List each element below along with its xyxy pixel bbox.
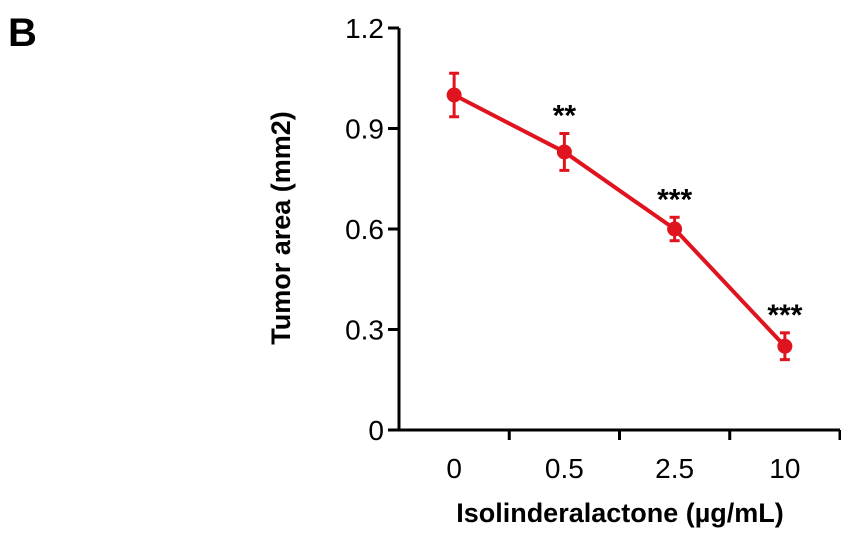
significance-label: *** xyxy=(767,299,802,332)
y-tick-label: 1.2 xyxy=(345,13,384,44)
y-tick-label: 0.3 xyxy=(345,315,384,346)
y-tick-label: 0.6 xyxy=(345,214,384,245)
x-tick-label: 2.5 xyxy=(655,453,694,484)
data-point xyxy=(556,144,572,160)
x-tick-label: 10 xyxy=(769,453,800,484)
data-point xyxy=(446,87,462,103)
y-tick-label: 0.9 xyxy=(345,114,384,145)
significance-label: *** xyxy=(657,183,692,216)
series-line xyxy=(453,93,787,348)
significance-label: ** xyxy=(553,100,577,133)
y-tick-label: 0 xyxy=(368,415,384,446)
panel-label: B xyxy=(8,11,37,55)
x-tick-label: 0 xyxy=(446,453,462,484)
chart-axes: 0 0.3 0.6 0.9 1.2 0 0.5 2.5 10 xyxy=(345,13,841,484)
x-tick-label: 0.5 xyxy=(545,453,584,484)
data-point xyxy=(667,221,683,237)
data-point xyxy=(777,338,793,354)
x-axis-title: Isolinderalactone (µg/mL) xyxy=(456,498,784,528)
chart-marks: ******** xyxy=(446,71,803,362)
y-axis-title: Tumor area (mm2) xyxy=(266,111,296,345)
